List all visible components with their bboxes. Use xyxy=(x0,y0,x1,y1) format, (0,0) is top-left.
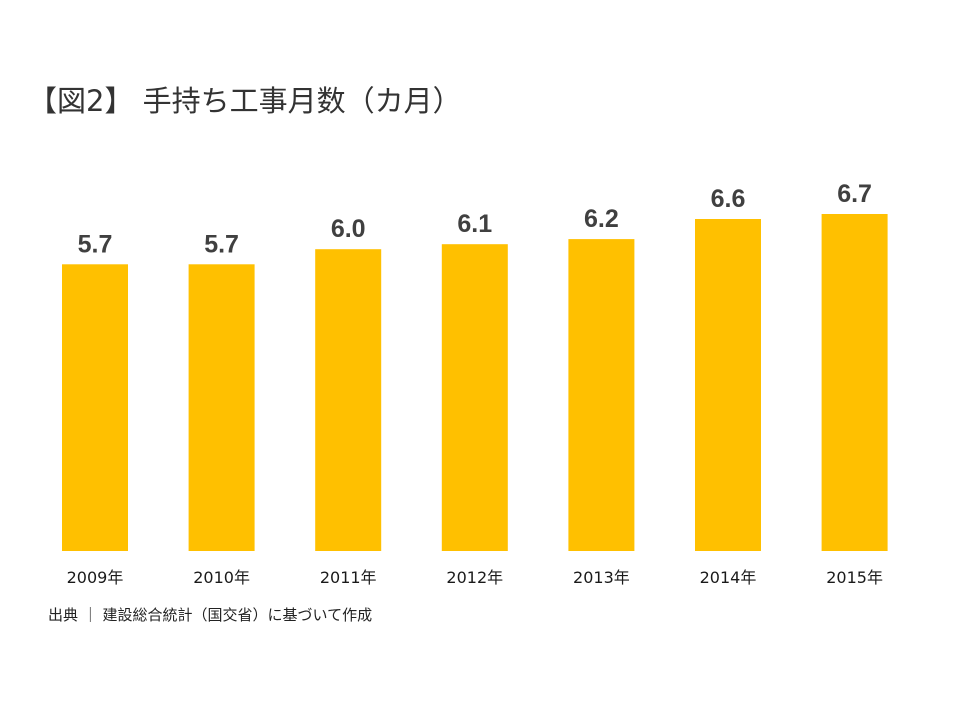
bars-group xyxy=(62,214,888,551)
bar-value-label-7: 6.7 xyxy=(837,180,872,208)
bar-3 xyxy=(315,249,382,551)
bar-value-label-4: 6.1 xyxy=(457,210,492,238)
bar-5 xyxy=(568,239,635,551)
bar-value-label-5: 6.2 xyxy=(584,205,619,233)
bar-7 xyxy=(821,214,888,551)
bar-value-label-6: 6.6 xyxy=(711,185,746,213)
bar-value-label-1: 5.7 xyxy=(78,230,113,258)
bar-value-label-3: 6.0 xyxy=(331,215,366,243)
x-tick-label-7: 2015年 xyxy=(826,568,883,587)
x-tick-label-5: 2013年 xyxy=(573,568,630,587)
bar-2 xyxy=(188,264,255,551)
value-labels-group: 5.7 5.7 6.0 6.1 6.2 6.6 6.7 xyxy=(78,180,872,258)
chart-title: 【図2】 手持ち工事月数（カ月） xyxy=(28,84,462,118)
bar-value-label-2: 5.7 xyxy=(204,230,239,258)
x-tick-label-2: 2010年 xyxy=(193,568,250,587)
x-tick-label-1: 2009年 xyxy=(67,568,124,587)
x-tick-label-6: 2014年 xyxy=(700,568,757,587)
x-tick-label-4: 2012年 xyxy=(446,568,503,587)
bar-4 xyxy=(441,244,508,551)
bar-1 xyxy=(62,264,128,551)
x-tick-labels-group: 2009年 2010年 2011年 2012年 2013年 2014年 2015年 xyxy=(67,568,883,587)
x-tick-label-3: 2011年 xyxy=(320,568,377,587)
bar-6 xyxy=(695,219,761,551)
source-note: 出典 ｜ 建設総合統計（国交省）に基づいて作成 xyxy=(48,606,373,624)
